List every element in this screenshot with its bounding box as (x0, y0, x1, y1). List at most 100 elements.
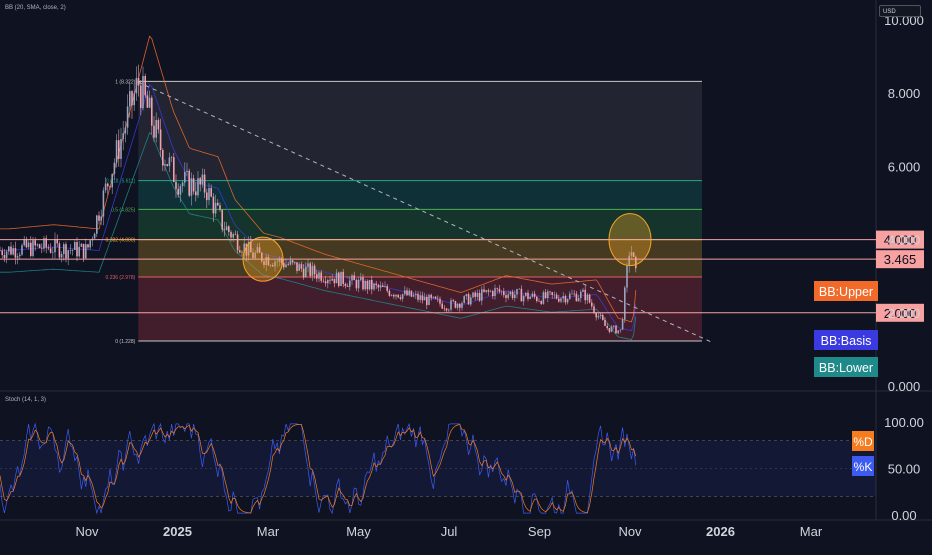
candle-body (428, 294, 430, 305)
candle-body (608, 328, 611, 332)
candle-body (377, 285, 380, 288)
candle (118, 129, 120, 167)
fib-zone-1 (138, 81, 703, 181)
candle-body (221, 209, 223, 230)
candle-body (450, 300, 452, 310)
candle-body (547, 291, 549, 298)
candle-body (540, 301, 542, 304)
candle (481, 286, 483, 306)
candle-body (223, 229, 226, 231)
candle (184, 162, 186, 187)
candle-body (533, 293, 536, 297)
candle (199, 176, 201, 192)
candle-body (368, 279, 371, 290)
candle (463, 295, 465, 304)
candle (144, 73, 146, 99)
candle (621, 317, 624, 331)
candle-body (14, 248, 17, 258)
indicator-label: BB (20, SMA, close, 2) (5, 5, 66, 11)
candle (562, 292, 564, 303)
candle (181, 180, 184, 193)
candle (516, 288, 518, 299)
candle-body (604, 319, 606, 327)
candle-body (250, 242, 252, 253)
candle-body (93, 233, 96, 239)
candle (56, 234, 58, 248)
candle (58, 241, 61, 260)
candle-body (214, 202, 217, 214)
candle-body (456, 303, 459, 308)
candle-body (98, 215, 100, 221)
candle-body (210, 188, 212, 197)
candle-body (531, 293, 534, 297)
candle (98, 211, 100, 225)
candle-body (406, 290, 408, 296)
candle (496, 287, 498, 293)
candle (342, 268, 344, 288)
candle-body (133, 93, 135, 106)
candle (258, 242, 261, 253)
candle-body (307, 263, 309, 267)
candle-body (549, 291, 551, 293)
candle (289, 256, 292, 266)
currency-button[interactable]: USD (879, 5, 921, 17)
candle-body (421, 295, 424, 301)
candle-body (58, 243, 61, 258)
candle (577, 294, 580, 302)
fib-label-1: 1 (8.322) (115, 79, 135, 85)
candle (296, 262, 298, 274)
candle (415, 290, 417, 300)
candle (85, 238, 87, 260)
price-tick-label: 4.000 (888, 233, 921, 248)
candle (168, 152, 171, 173)
candle-body (591, 302, 593, 307)
candle (538, 298, 540, 302)
candle-body (569, 293, 571, 300)
candle (390, 294, 393, 297)
candle (201, 168, 204, 188)
candle-body (452, 300, 454, 302)
candle (522, 294, 525, 306)
candle-body (448, 309, 450, 311)
candle (423, 292, 426, 301)
candle-body (261, 252, 263, 262)
candle (307, 258, 309, 273)
time-tick-label: 2026 (706, 524, 735, 539)
candle-body (184, 171, 186, 183)
candle (454, 300, 457, 309)
candle-body (399, 297, 402, 299)
candle-body (470, 297, 472, 305)
candle (597, 313, 600, 320)
candle-body (65, 244, 67, 259)
candle-body (170, 157, 173, 158)
candle (619, 329, 622, 333)
candle-body (12, 248, 14, 255)
candle-body (483, 289, 485, 292)
candle (399, 294, 402, 301)
candle (221, 209, 223, 233)
candle (536, 295, 538, 303)
candle-body (45, 238, 47, 248)
candle (432, 296, 435, 299)
candle (3, 249, 6, 262)
fib-label-0.5: 0.5 (4.825) (111, 207, 136, 213)
candle-body (437, 298, 439, 300)
candle (487, 288, 490, 296)
candle (104, 177, 107, 194)
stoch-pane (0, 392, 876, 520)
candle-body (415, 293, 417, 296)
candle-body (375, 283, 377, 286)
bb-basis-line (0, 83, 637, 332)
candle (520, 285, 523, 302)
candle (100, 209, 102, 225)
candle (412, 292, 415, 298)
candle-body (423, 297, 426, 301)
candle (223, 221, 226, 237)
candle (131, 90, 133, 119)
candle (23, 235, 25, 247)
candle-body (120, 139, 122, 159)
candle-body (481, 289, 483, 301)
candle-body (298, 264, 300, 271)
